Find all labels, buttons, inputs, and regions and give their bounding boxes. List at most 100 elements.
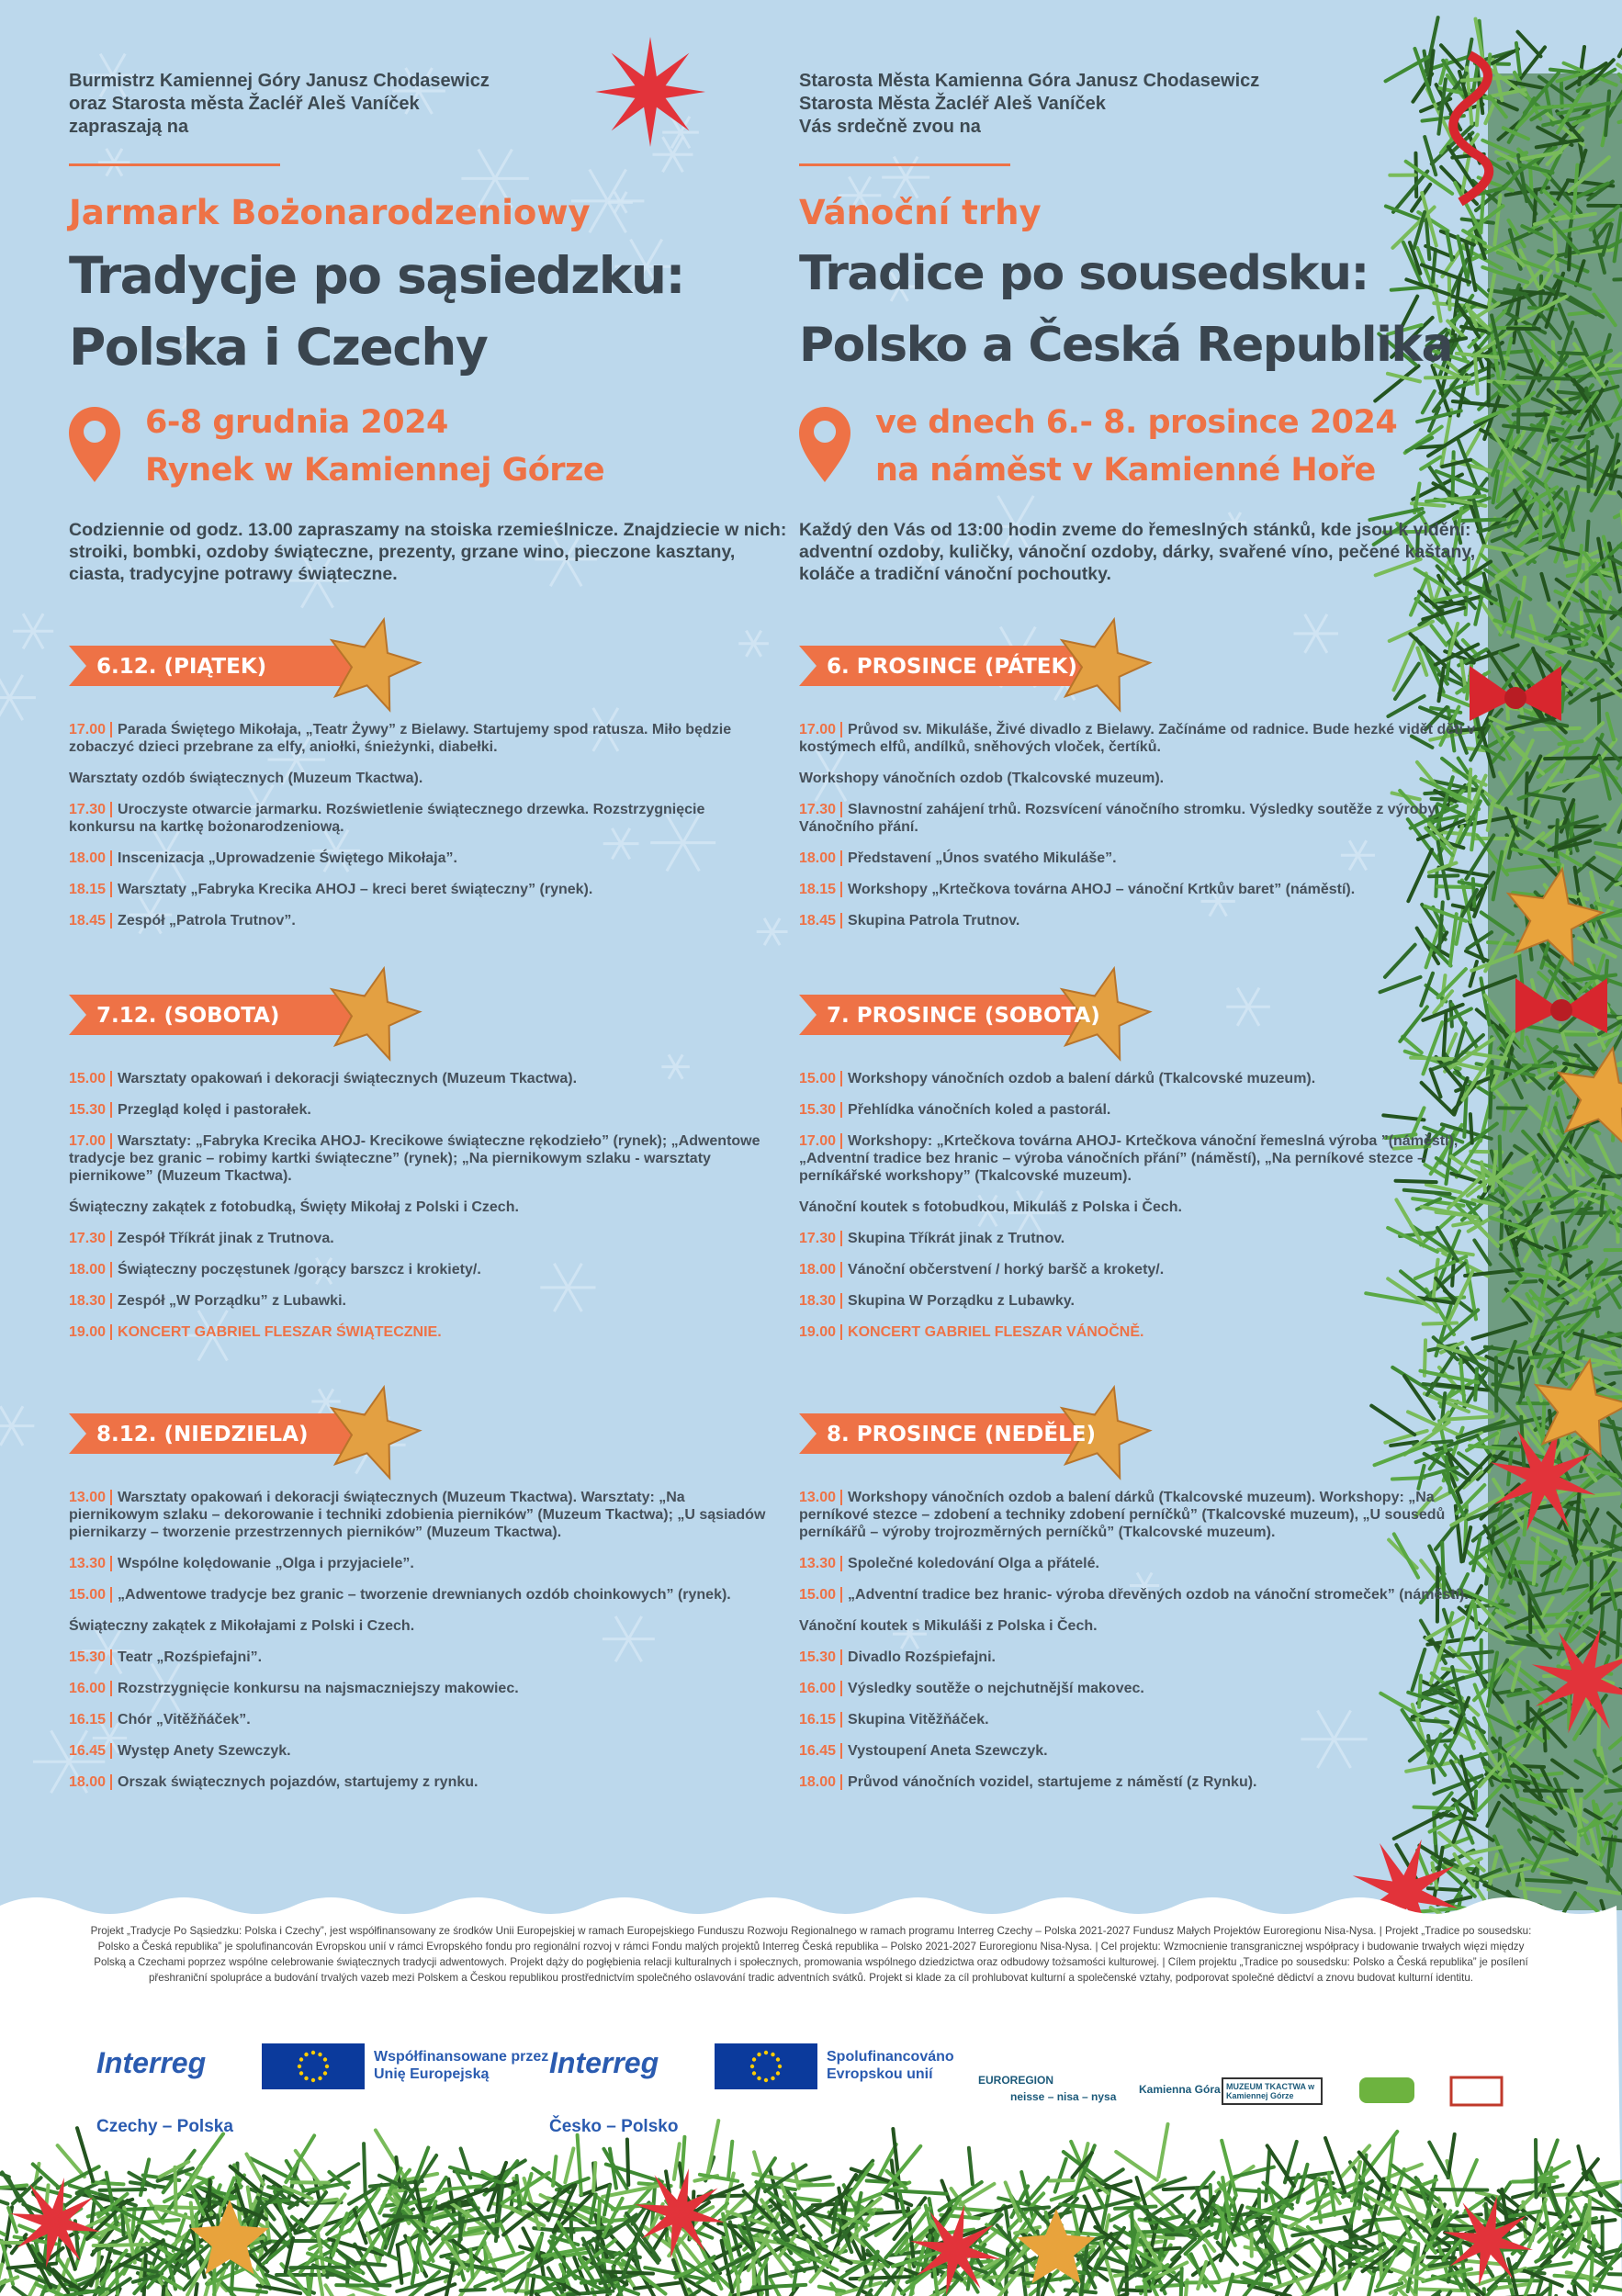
needle [221, 2176, 236, 2207]
snowflake-arm [848, 175, 872, 215]
needle [1515, 375, 1571, 381]
event: 16.45 Vystoupení Aneta Szewczyk. [799, 1742, 1497, 1760]
needle [105, 2277, 132, 2296]
needle [1600, 1343, 1622, 1353]
needle [88, 2200, 96, 2234]
needle [1571, 98, 1622, 127]
snowflake-arm [477, 148, 513, 208]
needle [1431, 276, 1443, 323]
needle [1544, 271, 1566, 329]
needle [579, 2182, 613, 2198]
needle [1533, 726, 1582, 732]
needle [1324, 2135, 1347, 2195]
needle [1575, 148, 1588, 178]
snowflake [392, 67, 445, 115]
needle [932, 2267, 940, 2296]
needle [1430, 247, 1437, 284]
needle [848, 2162, 874, 2197]
needle [1359, 2129, 1400, 2180]
needle [1557, 302, 1572, 335]
needle [1392, 661, 1421, 701]
cofinance: Spolufinancováno Evropskou unií [827, 2049, 954, 2082]
needle [1415, 2209, 1447, 2231]
needle [1419, 1080, 1456, 1117]
needle [1604, 1787, 1622, 1794]
needle [1587, 1467, 1621, 1479]
needle [377, 2226, 390, 2266]
needle [0, 2275, 20, 2286]
needle [1469, 724, 1491, 762]
needle [1028, 2268, 1060, 2296]
needle [1510, 1660, 1522, 1693]
needle [1587, 1030, 1620, 1047]
snowflake [910, 538, 941, 567]
day-label: 8. PROSINCE (NEDĚLE) [827, 1423, 1096, 1446]
needle [1410, 182, 1433, 213]
needle [194, 2212, 200, 2261]
needle [1159, 2270, 1182, 2292]
needle [1429, 624, 1448, 647]
needle [1515, 1271, 1565, 1282]
event: 15.00 „Adwentowe tradycje bez granic – tw… [69, 1586, 767, 1604]
needle [1483, 98, 1497, 126]
needle [1614, 94, 1622, 106]
needle [1373, 2280, 1404, 2293]
eu-star [763, 2050, 769, 2055]
needle [1479, 726, 1496, 779]
needle [1524, 1858, 1560, 1876]
needle [1399, 1269, 1436, 1300]
needle [1527, 204, 1563, 233]
needle [1606, 541, 1622, 594]
needle [1099, 2187, 1112, 2234]
needle [73, 2225, 91, 2271]
needle [1536, 354, 1570, 399]
needle [1542, 2200, 1555, 2256]
needle [1413, 567, 1452, 592]
needle [382, 2213, 422, 2220]
needle [1537, 1132, 1560, 1163]
needle [801, 2251, 839, 2272]
needle [1592, 737, 1618, 770]
needle [1577, 1814, 1616, 1834]
needle [1494, 150, 1523, 166]
needle [1539, 1857, 1570, 1865]
events: 13.00 Warsztaty opakowań i dekoracji świą… [69, 1489, 767, 1805]
needle [1491, 289, 1546, 310]
needle [254, 2280, 265, 2296]
eu-flag [262, 2043, 365, 2089]
needle [1495, 1106, 1528, 1110]
needle [1413, 503, 1441, 548]
needle [1562, 369, 1622, 381]
needle [1456, 1598, 1475, 1656]
needle [1421, 605, 1467, 622]
needle [1390, 2267, 1426, 2282]
day-block: 6.12. (PIĄTEK) 17.00 Parada Świętego Mikoł… [69, 616, 785, 1007]
event-text: Wspólne kolędowanie „Olga i przyjaciele”… [118, 1556, 414, 1571]
needle [1495, 250, 1550, 272]
needle [1585, 1885, 1621, 1896]
needle [1530, 276, 1561, 329]
needle [1442, 1471, 1466, 1518]
needle [1580, 617, 1602, 647]
needle [1309, 2240, 1336, 2276]
needle [1502, 1752, 1520, 1799]
needle [1483, 2284, 1498, 2296]
needle [480, 2250, 525, 2266]
needle [1512, 145, 1558, 177]
gold-star [1505, 866, 1605, 967]
needle [1437, 900, 1445, 951]
needle [1556, 101, 1612, 116]
needle [1410, 2178, 1438, 2191]
needle [1476, 595, 1504, 635]
needle [425, 2200, 438, 2229]
red-star [635, 2168, 725, 2258]
needle [908, 2240, 928, 2296]
needle [1504, 1172, 1543, 1210]
needle [799, 2175, 832, 2184]
snowflake [137, 1662, 194, 1714]
needle [1254, 2247, 1278, 2274]
needle [1070, 2205, 1081, 2237]
needle [1593, 2179, 1622, 2187]
needle [1501, 549, 1519, 577]
needle [1408, 632, 1454, 674]
